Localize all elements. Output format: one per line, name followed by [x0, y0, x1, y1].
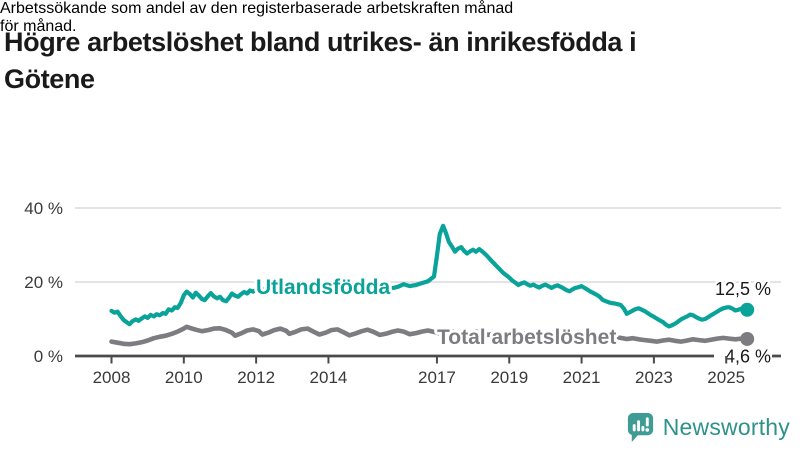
x-tick-label-2008: 2008	[93, 368, 131, 387]
newsworthy-logo: Newsworthy	[625, 411, 790, 443]
chart-subtitle-line2: för månad.	[0, 18, 77, 35]
end-value-label-utlandsfodda: 12,5 %	[715, 279, 771, 299]
series-line-total	[109, 324, 750, 347]
end-dot-total	[740, 331, 755, 346]
y-tick-label-20: 20 %	[24, 273, 63, 292]
x-tick-label-2019: 2019	[490, 368, 528, 387]
y-tick-label-0: 0 %	[34, 347, 63, 366]
chart-subtitle-line1: Arbetssökande som andel av den registerb…	[0, 0, 514, 17]
end-value-label-bg	[714, 348, 772, 366]
page-title: Högre arbetslöshet bland utrikes- än inr…	[4, 24, 796, 98]
page-title-line2: Götene	[4, 64, 95, 95]
series-line-utlandsfodda	[109, 223, 750, 329]
brand-name: Newsworthy	[662, 413, 790, 440]
x-tick-label-2021: 2021	[563, 368, 601, 387]
x-tick-label-2023: 2023	[635, 368, 673, 387]
newsworthy-bubble-barchart-icon	[627, 412, 653, 443]
x-tick-label-2017: 2017	[418, 368, 456, 387]
end-value-label-total: 4,6 %	[725, 347, 771, 367]
x-tick-label-2012: 2012	[237, 368, 275, 387]
end-dot-utlandsfodda	[740, 302, 755, 317]
x-tick-label-2010: 2010	[165, 368, 203, 387]
x-tick-label-2014: 2014	[310, 368, 348, 387]
series-label-utlandsfodda: Utlandsfödda	[256, 276, 390, 299]
unemployment-line-chart: Utlandsfödda Total arbetslöshet 12,5 % 4,6 …	[24, 199, 781, 387]
page-title-line1: Högre arbetslöshet bland utrikes- än inr…	[4, 27, 637, 58]
x-tick-label-2025: 2025	[707, 368, 745, 387]
y-tick-label-40: 40 %	[24, 199, 63, 218]
series-label-total: Total arbetslöshet	[437, 326, 616, 349]
